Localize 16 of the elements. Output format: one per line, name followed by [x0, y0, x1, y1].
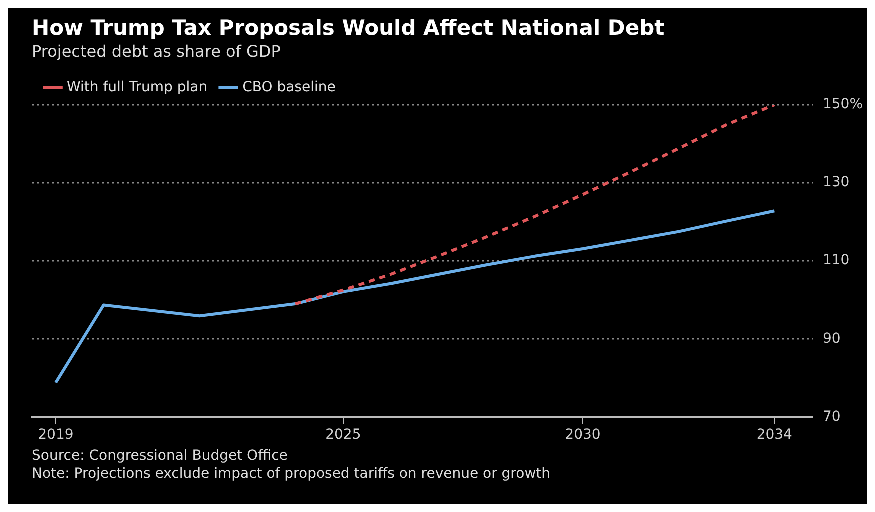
chart-title: How Trump Tax Proposals Would Affect National Debt	[32, 16, 666, 40]
text: Note: Projections exclude impact of proposed tariffs on revenue or growth	[32, 465, 552, 483]
x-tick-label: 2034	[756, 427, 793, 444]
y-tick-label: 90	[822, 330, 841, 347]
y-tick-label: 150%	[822, 96, 864, 113]
line-series	[294, 105, 776, 306]
source-note: Source: Congressional Budget Office	[32, 447, 289, 465]
y-tick-label: 130	[822, 174, 850, 191]
x-tick-label: 2030	[565, 427, 601, 444]
x-tick-label: 2025	[326, 427, 362, 444]
y-tick-label: 110	[822, 252, 850, 269]
x-tick-label: 2019	[38, 427, 74, 444]
y-tick-label: 70	[822, 408, 841, 425]
legend-label: With full Trump plan	[67, 80, 208, 96]
legend-label: CBO baseline	[242, 80, 336, 96]
chart-subtitle: Projected debt as share of GDP	[32, 42, 282, 61]
